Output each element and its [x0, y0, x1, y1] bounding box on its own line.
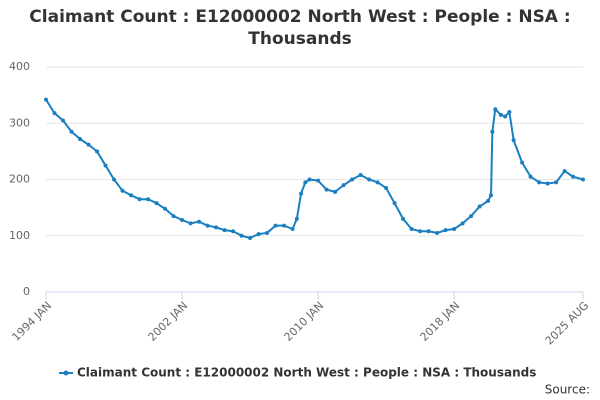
point [503, 114, 508, 119]
point [214, 225, 219, 230]
point [401, 216, 406, 221]
point [409, 227, 414, 231]
point [426, 229, 431, 234]
legend-label: Claimant Count : E12000002 North West : … [77, 366, 536, 380]
chart-title: Claimant Count : E12000002 North West : … [29, 7, 571, 49]
point [418, 229, 423, 234]
point [443, 228, 448, 233]
y-tick-label: 100 [9, 229, 30, 242]
point [490, 129, 495, 134]
point [95, 149, 100, 154]
point [290, 227, 295, 231]
point [358, 173, 363, 177]
point [545, 181, 550, 186]
point [581, 177, 585, 182]
x-tick-label: 2018 JAN [418, 299, 463, 344]
point [146, 197, 151, 202]
point [137, 197, 142, 202]
point [367, 177, 372, 182]
point [486, 198, 491, 203]
point [303, 180, 308, 185]
x-tick-label: 2002 JAN [146, 299, 191, 344]
point [452, 227, 457, 231]
point [460, 221, 465, 226]
point [154, 201, 159, 206]
point [120, 188, 125, 193]
point [103, 163, 108, 168]
point [324, 187, 329, 192]
point [299, 191, 304, 196]
legend-marker [63, 370, 69, 376]
y-tick-label: 200 [9, 173, 30, 186]
x-tick-label: 2010 JAN [282, 299, 327, 344]
point [248, 236, 253, 240]
y-tick-label: 300 [9, 116, 30, 129]
point [493, 107, 498, 112]
point [571, 174, 576, 179]
point [333, 189, 338, 194]
point [180, 218, 185, 222]
point [307, 177, 312, 182]
point [222, 228, 227, 233]
series-line [45, 99, 584, 240]
point [507, 110, 512, 114]
point [477, 204, 482, 209]
point [350, 177, 355, 182]
point [341, 183, 346, 188]
point [316, 178, 321, 183]
point [69, 129, 74, 134]
point [61, 118, 66, 123]
point [205, 223, 210, 228]
point [384, 185, 389, 190]
point [469, 214, 474, 219]
point [273, 223, 278, 228]
y-tick-label: 400 [9, 60, 30, 73]
point [52, 111, 57, 116]
point [78, 137, 83, 141]
point [163, 206, 168, 211]
point [537, 180, 542, 185]
point [256, 232, 261, 237]
x-tick-label: 2025 AUG [543, 299, 592, 348]
point [498, 112, 503, 117]
x-tick-label: 1994 JAN [9, 299, 54, 344]
point [86, 142, 91, 147]
point [171, 214, 176, 219]
point [554, 180, 559, 185]
point [129, 193, 134, 198]
point [239, 233, 244, 238]
point [265, 230, 270, 235]
point [44, 97, 48, 102]
point [294, 216, 299, 221]
point [392, 201, 397, 206]
point [520, 160, 525, 165]
point [528, 174, 533, 179]
point [511, 138, 516, 143]
point [375, 180, 380, 185]
point [435, 230, 440, 235]
point [188, 221, 193, 226]
point [282, 223, 287, 228]
y-tick-label: 0 [23, 285, 30, 298]
point [112, 177, 117, 182]
point [489, 193, 494, 198]
point [231, 229, 236, 234]
source-label: Source: [545, 383, 590, 397]
point [562, 169, 567, 174]
point [197, 219, 202, 224]
